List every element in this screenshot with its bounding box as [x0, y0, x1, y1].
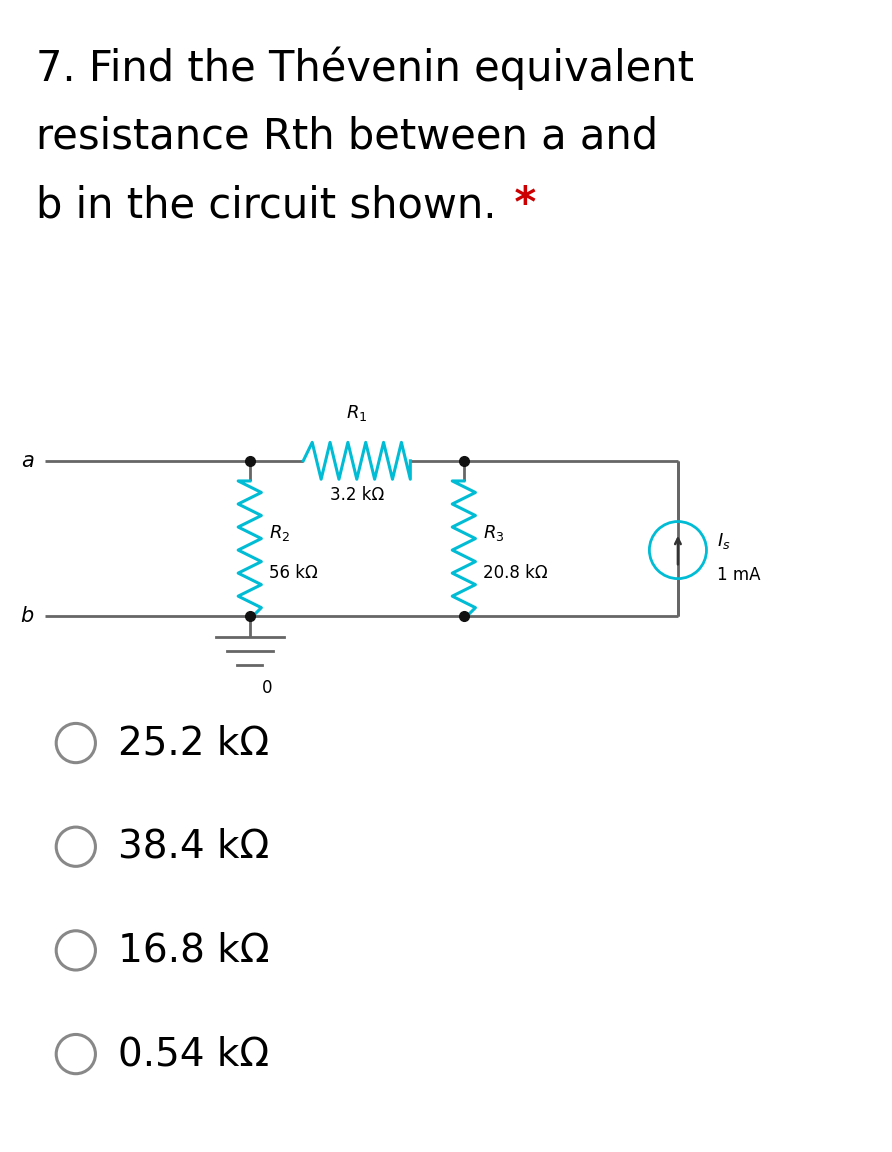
Text: 0: 0 [262, 679, 273, 697]
Text: a: a [21, 450, 34, 471]
Text: 20.8 kΩ: 20.8 kΩ [483, 564, 548, 582]
Text: 56 kΩ: 56 kΩ [269, 564, 318, 582]
Text: b: b [21, 606, 34, 627]
Text: $R_2$: $R_2$ [269, 523, 291, 543]
Text: b in the circuit shown.: b in the circuit shown. [36, 184, 496, 226]
Text: 16.8 kΩ: 16.8 kΩ [118, 932, 269, 969]
Text: $I_s$: $I_s$ [717, 531, 731, 551]
Text: 3.2 kΩ: 3.2 kΩ [330, 486, 384, 505]
Text: 38.4 kΩ: 38.4 kΩ [118, 828, 269, 865]
Text: 7. Find the Thévenin equivalent: 7. Find the Thévenin equivalent [36, 46, 694, 90]
Text: $R_3$: $R_3$ [483, 523, 505, 543]
Text: 0.54 kΩ: 0.54 kΩ [118, 1036, 268, 1073]
Text: 1 mA: 1 mA [717, 567, 761, 584]
Text: 25.2 kΩ: 25.2 kΩ [118, 725, 268, 761]
Text: $R_1$: $R_1$ [346, 403, 368, 423]
Text: *: * [500, 184, 536, 226]
Text: resistance Rth between a and: resistance Rth between a and [36, 115, 657, 157]
